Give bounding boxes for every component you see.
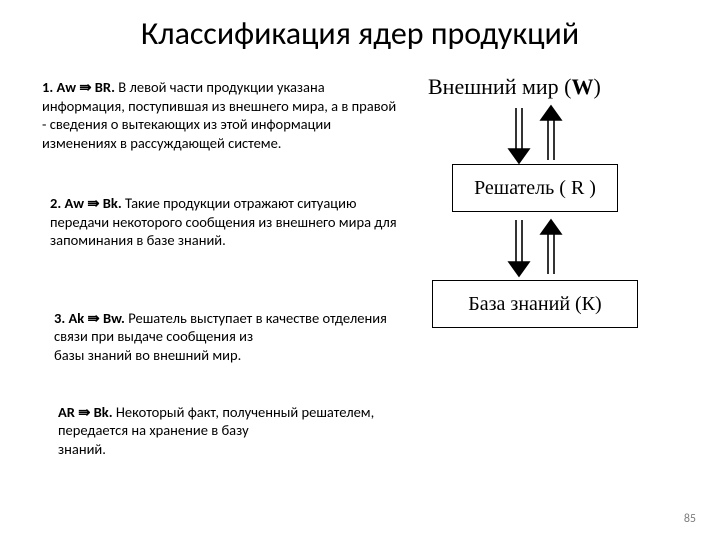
ext-w: W bbox=[572, 74, 594, 99]
paragraph-1: 1. Aw ⇛ BR. В левой части продукции указ… bbox=[42, 78, 398, 152]
arrows-external-solver bbox=[492, 104, 578, 164]
slide-root: Классификация ядер продукций 1. Aw ⇛ BR.… bbox=[0, 0, 720, 540]
ext-post: ) bbox=[594, 74, 601, 99]
p4-lead: AR ⇛ Bk. bbox=[58, 403, 113, 421]
paragraph-3: 3. Ak ⇛ Bw. Решатель выступает в качеств… bbox=[54, 290, 402, 364]
slide-title: Классификация ядер продукций bbox=[0, 14, 720, 53]
paragraph-2: 2. Aw ⇛ Bk. Такие продукции отражают сит… bbox=[50, 194, 400, 250]
paragraph-4: AR ⇛ Bk. Некоторый факт, полученный реша… bbox=[58, 384, 404, 458]
external-world-label: Внешний мир (W) bbox=[428, 74, 601, 100]
solver-label: Решатель ( R ) bbox=[474, 177, 596, 200]
kb-label: База знаний (К) bbox=[468, 293, 601, 316]
p3-lead: 3. Ak ⇛ Bw. bbox=[54, 309, 125, 327]
ext-pre: Внешний мир ( bbox=[428, 74, 572, 99]
solver-box: Решатель ( R ) bbox=[452, 164, 618, 212]
arrows-solver-kb bbox=[492, 216, 578, 278]
p1-lead: 1. Aw ⇛ BR. bbox=[42, 78, 115, 96]
page-number: 85 bbox=[684, 512, 696, 526]
p2-lead: 2. Aw ⇛ Bk. bbox=[50, 194, 122, 212]
kb-box: База знаний (К) bbox=[432, 280, 638, 328]
